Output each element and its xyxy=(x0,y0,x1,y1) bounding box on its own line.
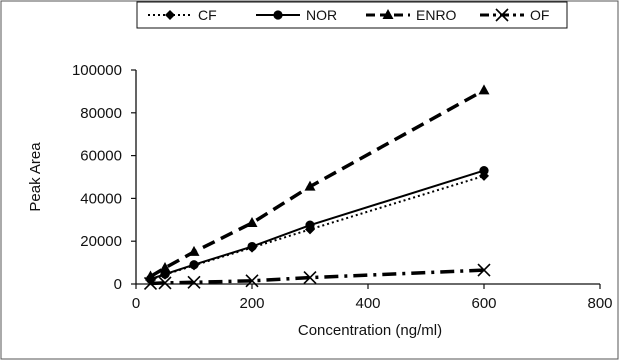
series-layer xyxy=(143,84,491,291)
x-marker xyxy=(143,276,158,291)
legend-marker-of xyxy=(495,8,509,22)
y-tick-label: 20000 xyxy=(80,233,122,250)
y-tick-label: 100000 xyxy=(72,62,122,79)
data-point-enro xyxy=(246,217,258,228)
legend-label-cf: CF xyxy=(198,7,217,23)
data-point-nor xyxy=(189,260,199,270)
triangle-marker xyxy=(382,9,394,19)
data-point-of xyxy=(143,276,158,291)
x-tick-label: 0 xyxy=(132,295,140,312)
x-tick-label: 400 xyxy=(355,295,380,312)
circle-marker xyxy=(273,10,283,20)
data-point-enro xyxy=(145,270,156,281)
triangle-marker xyxy=(478,84,490,95)
triangle-marker xyxy=(188,245,200,256)
data-point-enro xyxy=(304,180,316,191)
legend-label-enro: ENRO xyxy=(416,7,457,23)
data-point-enro xyxy=(478,84,490,95)
legend-item-nor: NOR xyxy=(256,7,337,23)
ticks: 0 200 400 600 800 0 20000 40000 60000 80000 100000 xyxy=(72,62,613,312)
legend-label-of: OF xyxy=(530,7,549,23)
x-tick-label: 600 xyxy=(471,295,496,312)
y-tick-label: 80000 xyxy=(80,105,122,122)
data-point-enro xyxy=(188,245,200,256)
data-point-nor xyxy=(479,165,489,176)
triangle-marker xyxy=(246,217,258,228)
x-marker xyxy=(187,275,201,289)
y-tick-label: 40000 xyxy=(80,190,122,207)
x-axis-title: Concentration (ng/ml) xyxy=(298,322,442,339)
x-tick-label: 800 xyxy=(587,295,612,312)
legend-item-enro: ENRO xyxy=(366,7,457,23)
legend-marker-nor xyxy=(273,10,283,20)
data-point-of xyxy=(477,263,491,277)
data-point-of xyxy=(245,274,259,288)
series-line-enro xyxy=(149,88,485,279)
series-line-of xyxy=(150,268,485,286)
triangle-marker xyxy=(159,261,171,272)
triangle-marker xyxy=(145,270,156,281)
legend-item-of: OF xyxy=(480,7,549,23)
circle-marker xyxy=(305,220,315,230)
legend-label-nor: NOR xyxy=(306,7,337,23)
circle-marker xyxy=(479,165,489,176)
data-point-nor xyxy=(305,220,315,230)
series-enro xyxy=(145,84,490,281)
data-point-of xyxy=(158,276,172,290)
circle-marker xyxy=(189,260,199,270)
legend-marker-cf xyxy=(165,10,175,20)
x-marker xyxy=(477,263,491,277)
diamond-marker xyxy=(165,10,175,20)
x-marker xyxy=(158,276,172,290)
x-marker xyxy=(245,274,259,288)
y-axis-title: Peak Area xyxy=(27,142,44,212)
triangle-marker xyxy=(304,180,316,191)
x-tick-label: 200 xyxy=(239,295,264,312)
data-point-nor xyxy=(247,241,257,252)
circle-marker xyxy=(247,241,257,252)
legend-item-cf: CF xyxy=(148,7,217,23)
data-point-of xyxy=(187,275,201,289)
y-tick-label: 0 xyxy=(114,276,122,293)
legend: CF NOR ENRO OF xyxy=(136,1,568,29)
x-marker xyxy=(495,8,509,22)
series-of xyxy=(143,263,491,291)
data-point-enro xyxy=(159,261,171,272)
x-marker xyxy=(303,271,317,285)
legend-marker-enro xyxy=(382,9,394,19)
y-tick-label: 60000 xyxy=(80,148,122,165)
data-point-of xyxy=(303,271,317,285)
